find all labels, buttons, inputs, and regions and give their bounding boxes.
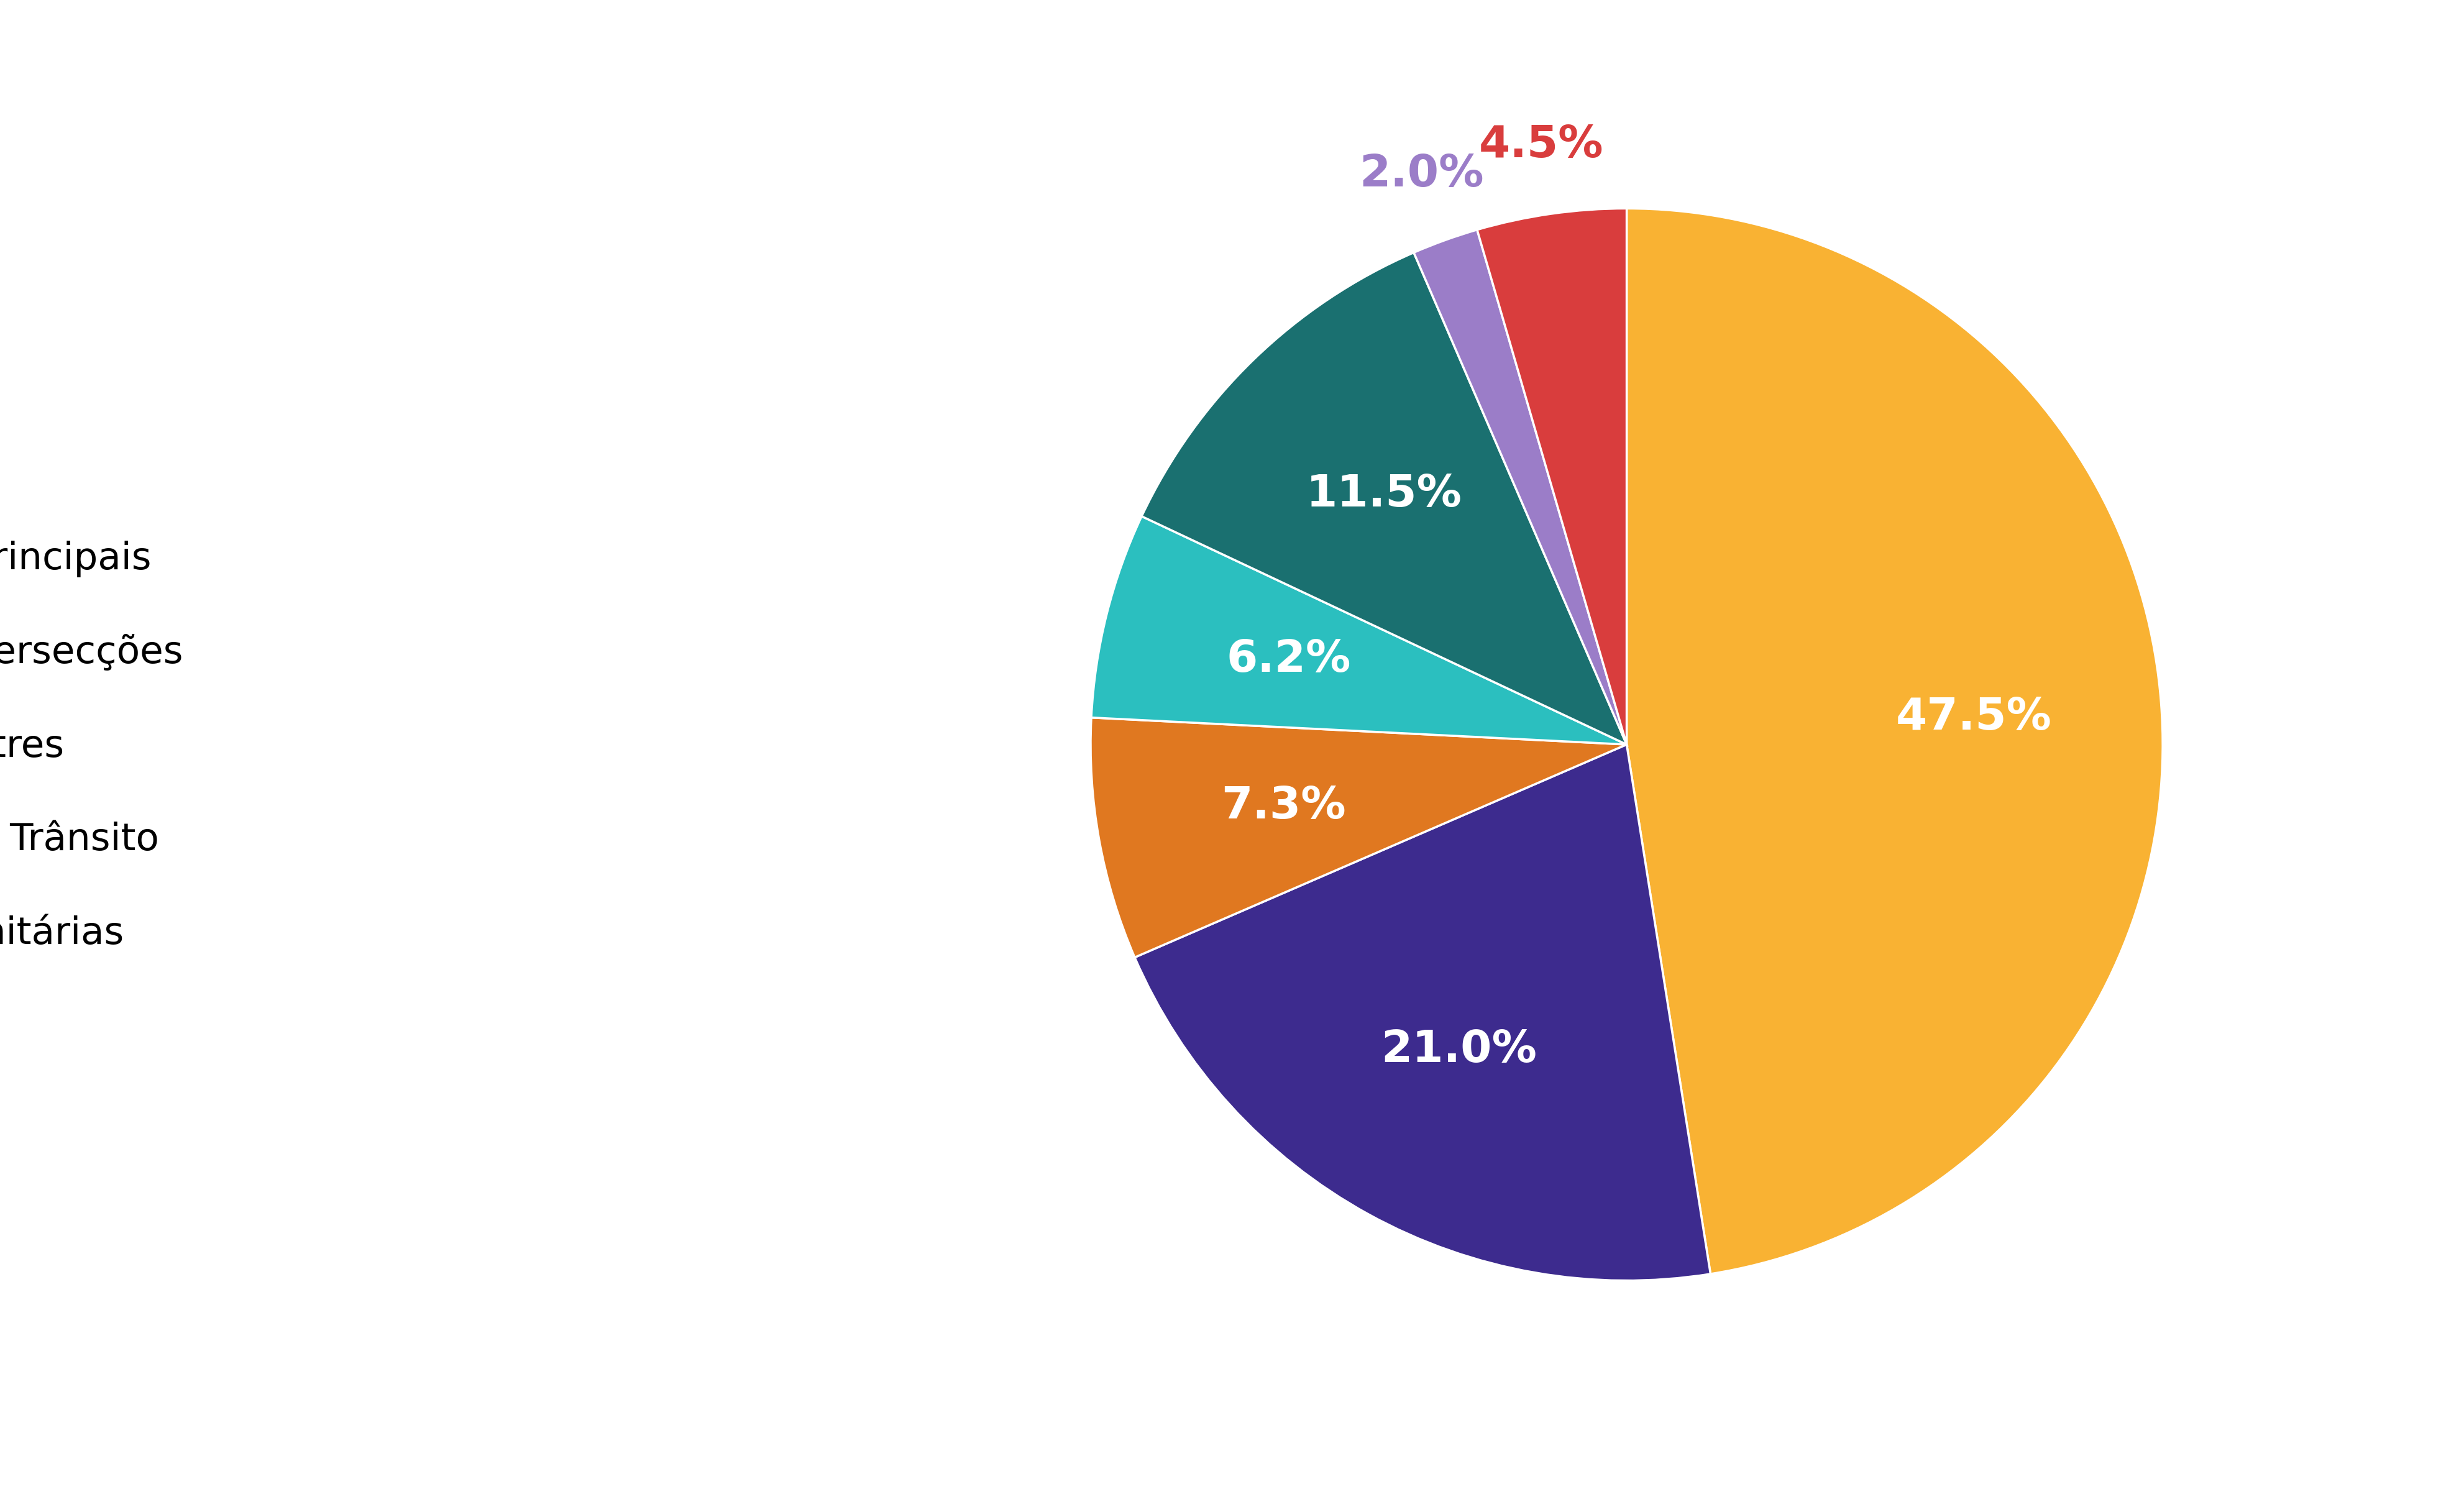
Text: 47.5%: 47.5% bbox=[1895, 695, 2053, 739]
Text: 2.0%: 2.0% bbox=[1358, 153, 1483, 197]
Wedge shape bbox=[1092, 517, 1626, 744]
Wedge shape bbox=[1414, 229, 1626, 744]
Wedge shape bbox=[1141, 253, 1626, 744]
Wedge shape bbox=[1476, 208, 1626, 744]
Text: 4.5%: 4.5% bbox=[1478, 124, 1604, 167]
Text: 21.0%: 21.0% bbox=[1380, 1029, 1538, 1071]
Wedge shape bbox=[1626, 208, 2161, 1275]
Text: 7.3%: 7.3% bbox=[1222, 785, 1345, 828]
Wedge shape bbox=[1133, 744, 1710, 1281]
Wedge shape bbox=[1092, 718, 1626, 957]
Text: 11.5%: 11.5% bbox=[1306, 474, 1461, 515]
Legend: Ruas Completas, Infraestruturas Principais, Melhorias em Intersecções, Ciclistas: Ruas Completas, Infraestruturas Principa… bbox=[0, 436, 182, 1053]
Text: 6.2%: 6.2% bbox=[1227, 639, 1350, 682]
